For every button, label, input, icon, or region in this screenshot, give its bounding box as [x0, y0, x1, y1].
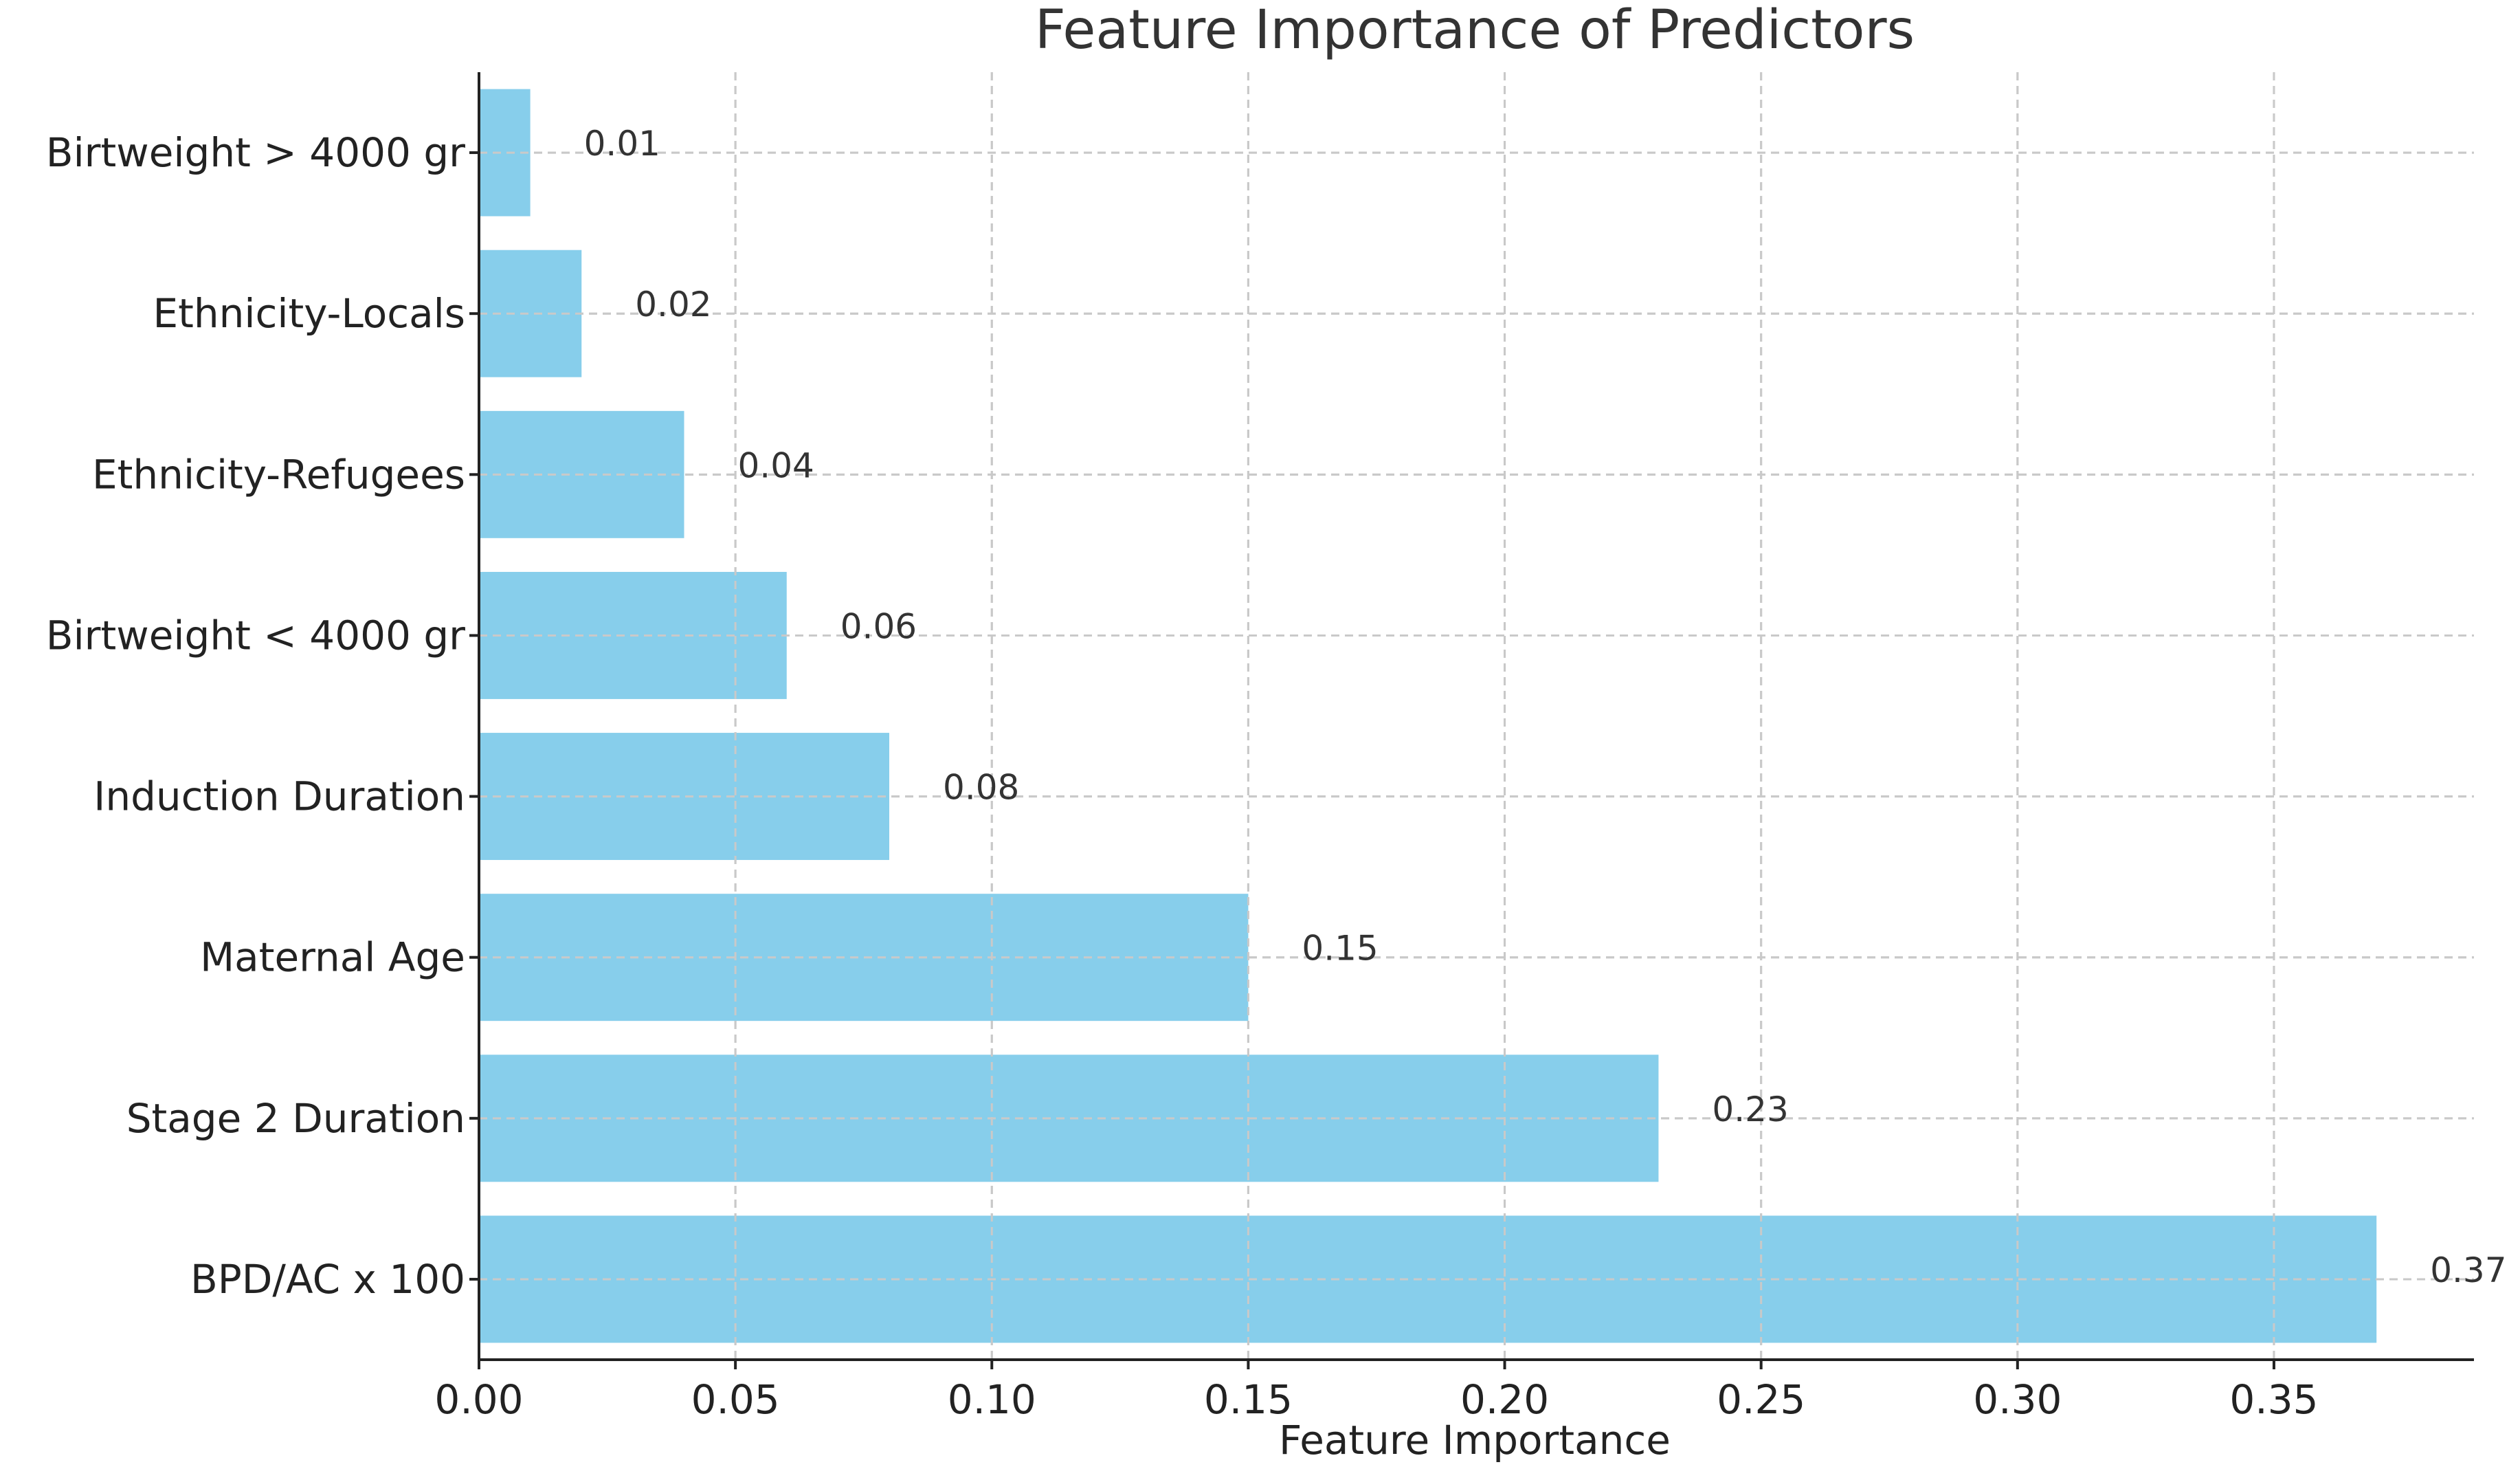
- y-tick-label: Stage 2 Duration: [126, 1095, 465, 1142]
- x-tick-label: 0.00: [434, 1376, 523, 1423]
- axes: [469, 72, 2474, 1369]
- x-tick-label: 0.35: [2229, 1376, 2318, 1423]
- x-axis-title: Feature Importance: [1279, 1417, 1671, 1464]
- x-tick-label: 0.20: [1460, 1376, 1549, 1423]
- labels: 0.00 0.05 0.10 0.15 0.20 0.25 0.30 0.35 Birtweig…: [46, 124, 2507, 1423]
- bar-value-label: 0.37: [2430, 1250, 2506, 1290]
- chart-title: Feature Importance of Predictors: [1035, 0, 1915, 61]
- y-tick-label: BPD/AC x 100: [190, 1256, 465, 1303]
- bar: [479, 1054, 1659, 1182]
- bar-value-label: 0.01: [584, 124, 660, 164]
- bar-value-label: 0.15: [1302, 929, 1378, 969]
- y-tick-label: Ethnicity-Refugees: [92, 451, 465, 498]
- x-tick-label: 0.10: [948, 1376, 1036, 1423]
- bar-value-label: 0.02: [635, 285, 711, 324]
- bar-value-label: 0.06: [840, 606, 917, 646]
- bar-value-label: 0.04: [738, 445, 814, 485]
- y-tick-label: Maternal Age: [200, 934, 465, 981]
- bar-value-label: 0.23: [1712, 1090, 1788, 1129]
- x-tick-label: 0.05: [691, 1376, 780, 1423]
- bar-value-label: 0.08: [943, 768, 1019, 808]
- x-tick-label: 0.30: [1973, 1376, 2062, 1423]
- y-tick-label: Induction Duration: [93, 773, 465, 820]
- y-tick-label: Birtweight < 4000 gr: [46, 612, 465, 659]
- bars: [479, 72, 2474, 1360]
- x-tick-label: 0.15: [1204, 1376, 1293, 1423]
- y-tick-label: Birtweight > 4000 gr: [46, 129, 465, 176]
- y-tick-label: Ethnicity-Locals: [153, 290, 465, 337]
- x-tick-label: 0.25: [1717, 1376, 1805, 1423]
- bar: [479, 733, 890, 861]
